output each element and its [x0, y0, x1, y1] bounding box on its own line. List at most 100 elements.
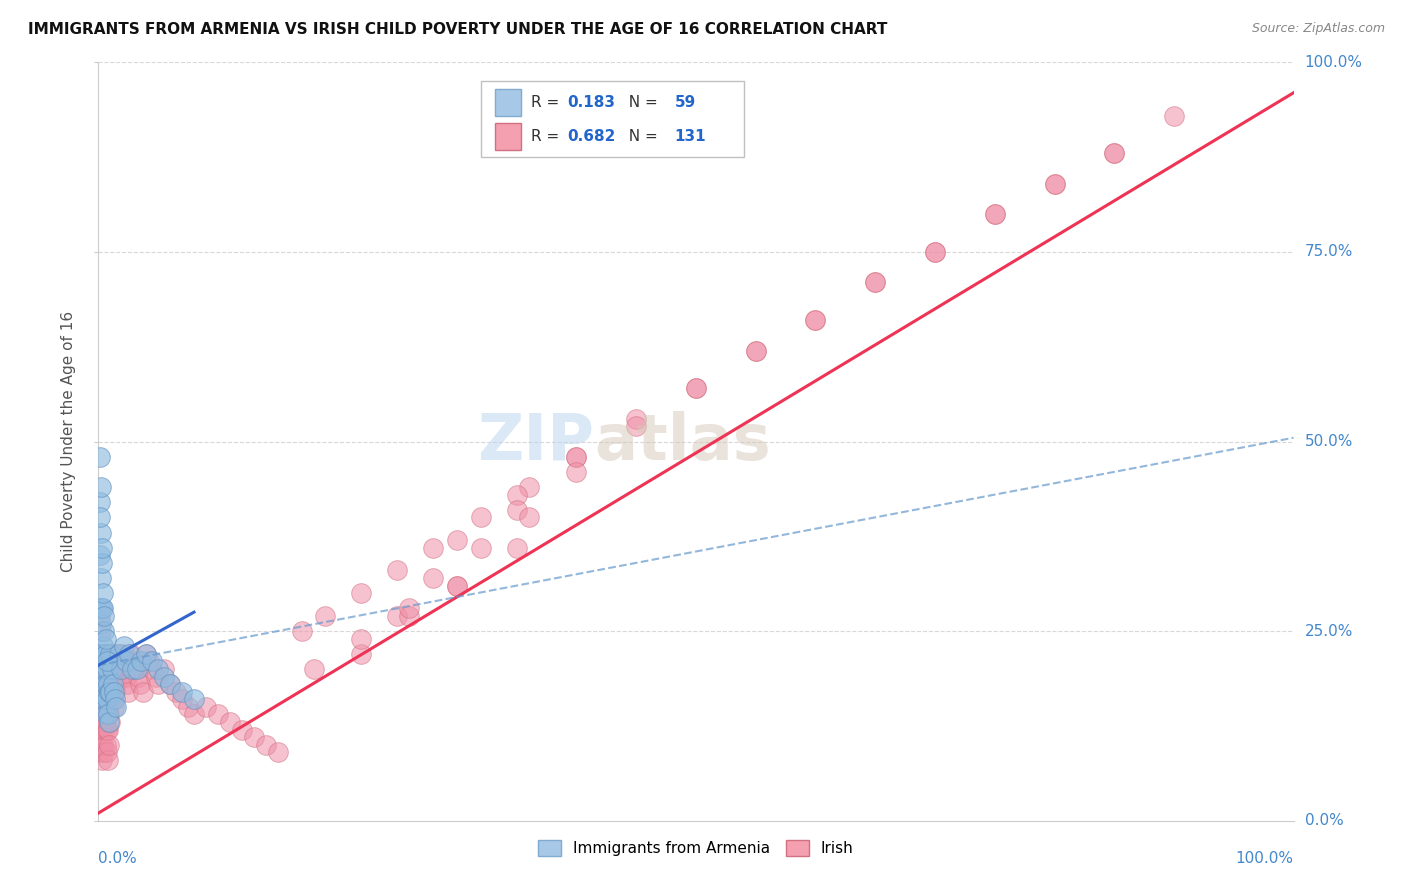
Point	[107, 655, 129, 669]
Point	[125, 662, 148, 676]
Point	[89, 601, 111, 615]
Point	[91, 677, 114, 691]
Text: IMMIGRANTS FROM ARMENIA VS IRISH CHILD POVERTY UNDER THE AGE OF 16 CORRELATION C: IMMIGRANTS FROM ARMENIA VS IRISH CHILD P…	[28, 22, 887, 37]
Point	[685, 382, 707, 396]
Text: 0.183: 0.183	[567, 95, 614, 110]
Point	[90, 571, 112, 585]
Point	[93, 723, 115, 737]
Point	[97, 707, 120, 722]
Point	[121, 662, 143, 676]
Point	[153, 662, 176, 676]
Point	[138, 655, 160, 669]
Point	[89, 548, 111, 563]
Point	[115, 669, 138, 683]
Point	[141, 655, 163, 669]
Point	[1104, 146, 1126, 161]
Point	[91, 738, 114, 752]
Point	[103, 699, 125, 714]
Text: 0.0%: 0.0%	[98, 851, 138, 866]
Point	[91, 586, 114, 600]
Point	[254, 738, 277, 752]
Point	[91, 541, 114, 555]
Point	[89, 723, 111, 737]
Point	[117, 685, 139, 699]
Point	[291, 624, 314, 639]
Text: Source: ZipAtlas.com: Source: ZipAtlas.com	[1251, 22, 1385, 36]
Text: 100.0%: 100.0%	[1305, 55, 1362, 70]
Point	[91, 753, 114, 767]
Point	[105, 647, 128, 661]
Point	[94, 685, 117, 699]
Point	[148, 662, 170, 676]
Point	[110, 669, 132, 683]
Point	[127, 669, 149, 683]
Text: 131: 131	[675, 129, 706, 145]
Point	[89, 647, 111, 661]
FancyBboxPatch shape	[481, 81, 744, 157]
Point	[135, 647, 157, 661]
Point	[89, 647, 111, 661]
Text: ZIP: ZIP	[478, 410, 595, 473]
Text: 25.0%: 25.0%	[1305, 624, 1353, 639]
Point	[120, 647, 142, 661]
Point	[745, 343, 768, 358]
Point	[98, 647, 122, 661]
Point	[183, 692, 205, 706]
Point	[804, 313, 827, 327]
Point	[104, 692, 127, 706]
Point	[96, 655, 118, 669]
Text: atlas: atlas	[595, 410, 770, 473]
Point	[90, 624, 112, 639]
Point	[446, 579, 468, 593]
Point	[89, 746, 111, 760]
Point	[267, 746, 290, 760]
Point	[96, 723, 118, 737]
Point	[90, 616, 112, 631]
Point	[91, 601, 114, 615]
Point	[984, 207, 1007, 221]
Point	[90, 480, 112, 494]
Point	[91, 662, 114, 676]
Point	[315, 608, 337, 623]
Point	[105, 677, 128, 691]
Point	[1104, 146, 1126, 161]
Point	[91, 647, 114, 661]
Point	[626, 412, 648, 426]
Point	[89, 450, 111, 464]
Point	[94, 707, 117, 722]
Text: 100.0%: 100.0%	[1236, 851, 1294, 866]
Point	[91, 699, 114, 714]
Point	[148, 677, 170, 691]
Point	[118, 647, 141, 661]
Point	[105, 699, 128, 714]
Point	[89, 495, 111, 509]
Point	[90, 662, 112, 676]
Text: 50.0%: 50.0%	[1305, 434, 1353, 449]
Point	[145, 669, 167, 683]
Point	[100, 677, 122, 691]
Point	[94, 677, 117, 691]
Point	[350, 586, 373, 600]
Point	[804, 313, 827, 327]
Point	[107, 662, 129, 676]
Point	[122, 655, 145, 669]
Point	[924, 244, 946, 259]
Point	[446, 533, 468, 548]
Point	[506, 503, 529, 517]
Point	[231, 723, 253, 737]
Text: N =: N =	[620, 129, 664, 145]
Point	[90, 699, 112, 714]
Point	[91, 715, 114, 730]
Point	[101, 662, 124, 676]
Point	[446, 579, 468, 593]
Point	[91, 601, 114, 615]
Point	[98, 707, 121, 722]
Point	[984, 207, 1007, 221]
Point	[108, 662, 131, 676]
Point	[506, 487, 529, 501]
Point	[90, 738, 112, 752]
Point	[115, 655, 138, 669]
Point	[91, 685, 114, 699]
Point	[90, 715, 112, 730]
Point	[94, 738, 117, 752]
